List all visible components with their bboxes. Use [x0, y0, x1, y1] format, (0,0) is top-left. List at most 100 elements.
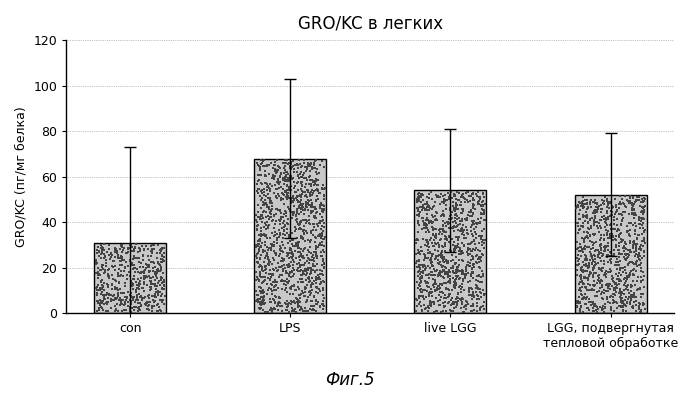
- Point: [628, 261, 639, 267]
- Point: [254, 214, 265, 220]
- Point: [627, 259, 638, 266]
- Point: [288, 259, 300, 265]
- Point: [256, 225, 267, 231]
- Point: [305, 160, 316, 166]
- Point: [153, 303, 164, 310]
- Point: [144, 269, 155, 275]
- Point: [272, 235, 283, 242]
- Point: [283, 250, 294, 256]
- Point: [441, 259, 452, 265]
- Point: [317, 272, 328, 278]
- Point: [312, 261, 323, 268]
- Point: [594, 243, 606, 249]
- Point: [258, 249, 269, 255]
- Point: [288, 265, 299, 271]
- Point: [611, 300, 622, 306]
- Point: [622, 229, 633, 235]
- Point: [449, 192, 461, 198]
- Point: [146, 278, 157, 285]
- Point: [591, 200, 602, 206]
- Point: [625, 296, 636, 302]
- Point: [291, 235, 302, 241]
- Point: [270, 265, 281, 272]
- Point: [265, 281, 276, 287]
- Point: [298, 254, 309, 261]
- Point: [313, 299, 324, 305]
- Point: [631, 235, 643, 242]
- Point: [261, 187, 272, 193]
- Point: [446, 297, 457, 303]
- Point: [309, 214, 321, 220]
- Point: [437, 268, 448, 275]
- Point: [140, 273, 151, 279]
- Point: [626, 288, 637, 294]
- Point: [454, 257, 465, 263]
- Point: [93, 305, 104, 311]
- Point: [284, 238, 295, 244]
- Point: [638, 199, 649, 206]
- Point: [589, 281, 601, 288]
- Point: [300, 184, 311, 190]
- Point: [295, 235, 307, 241]
- Point: [252, 255, 263, 261]
- Point: [426, 212, 438, 218]
- Point: [419, 267, 430, 274]
- Point: [620, 303, 631, 309]
- Point: [113, 280, 125, 286]
- Point: [118, 244, 130, 251]
- Point: [575, 253, 587, 259]
- Point: [126, 282, 137, 288]
- Point: [578, 244, 589, 251]
- Point: [157, 297, 168, 303]
- Point: [423, 220, 434, 226]
- Point: [600, 216, 611, 222]
- Point: [603, 253, 615, 259]
- Point: [287, 215, 298, 221]
- Point: [316, 242, 327, 248]
- Point: [104, 266, 115, 272]
- Point: [440, 191, 451, 198]
- Point: [316, 207, 327, 213]
- Point: [413, 196, 424, 202]
- Point: [108, 292, 120, 298]
- Point: [93, 248, 104, 254]
- Point: [318, 208, 329, 214]
- Point: [435, 263, 447, 269]
- Point: [278, 196, 289, 202]
- Point: [435, 250, 447, 256]
- Point: [295, 164, 307, 170]
- Point: [112, 292, 123, 299]
- Point: [579, 295, 590, 301]
- Point: [594, 304, 606, 310]
- Point: [253, 238, 265, 244]
- Point: [575, 264, 586, 271]
- Point: [281, 173, 292, 180]
- Point: [452, 302, 463, 308]
- Point: [456, 225, 468, 231]
- Point: [265, 307, 276, 313]
- Point: [318, 261, 329, 268]
- Point: [614, 266, 625, 273]
- Point: [598, 309, 610, 315]
- Point: [318, 209, 329, 215]
- Point: [117, 289, 128, 296]
- Point: [450, 201, 461, 207]
- Point: [435, 201, 446, 207]
- Point: [612, 285, 623, 291]
- Point: [449, 247, 461, 253]
- Point: [94, 299, 106, 306]
- Point: [274, 217, 285, 223]
- Point: [304, 191, 316, 197]
- Point: [461, 271, 472, 277]
- Point: [427, 276, 438, 282]
- Point: [587, 267, 598, 273]
- Point: [601, 215, 612, 221]
- Point: [120, 300, 131, 307]
- Point: [293, 203, 304, 209]
- Point: [593, 277, 604, 283]
- Point: [435, 285, 446, 291]
- Point: [464, 198, 475, 204]
- Point: [272, 307, 284, 313]
- Point: [575, 203, 586, 209]
- Point: [414, 299, 426, 305]
